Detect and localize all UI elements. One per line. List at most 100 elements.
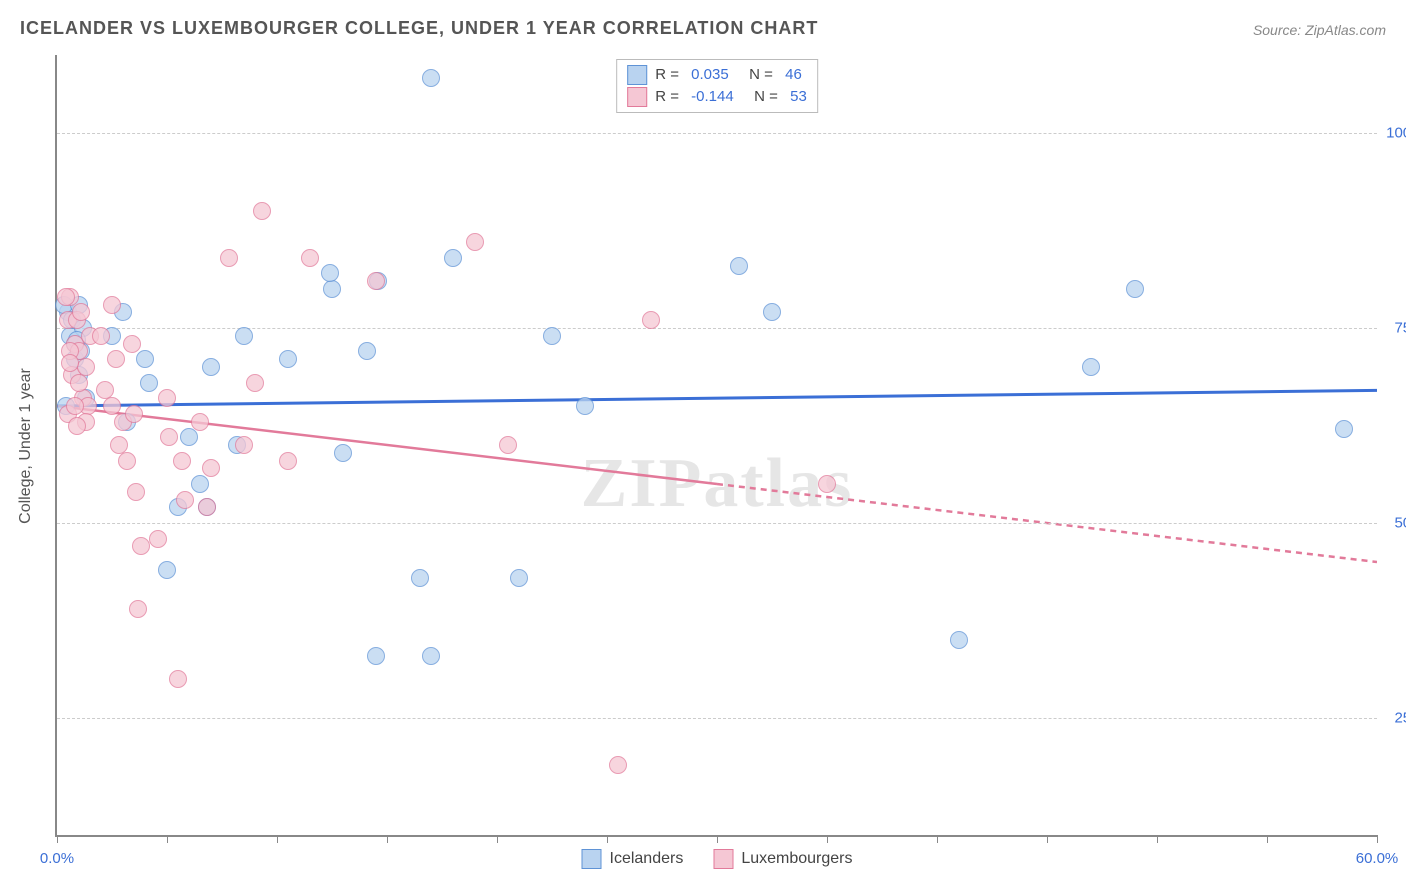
data-point-luxembourgers bbox=[202, 459, 220, 477]
data-point-icelanders bbox=[202, 358, 220, 376]
data-point-luxembourgers bbox=[123, 335, 141, 353]
data-point-luxembourgers bbox=[642, 311, 660, 329]
legend-item-icelanders: Icelanders bbox=[582, 849, 684, 869]
x-tick bbox=[57, 835, 58, 843]
gridline bbox=[57, 523, 1377, 524]
data-point-luxembourgers bbox=[149, 530, 167, 548]
legend-swatch bbox=[627, 87, 647, 107]
r-value: -0.144 bbox=[691, 86, 734, 108]
x-tick bbox=[277, 835, 278, 843]
data-point-luxembourgers bbox=[129, 600, 147, 618]
n-value: 53 bbox=[790, 86, 807, 108]
data-point-icelanders bbox=[323, 280, 341, 298]
data-point-luxembourgers bbox=[61, 354, 79, 372]
trendline-luxembourgers bbox=[57, 406, 717, 484]
data-point-icelanders bbox=[1082, 358, 1100, 376]
data-point-luxembourgers bbox=[169, 670, 187, 688]
trendline-icelanders bbox=[57, 390, 1377, 406]
data-point-icelanders bbox=[950, 631, 968, 649]
data-point-icelanders bbox=[411, 569, 429, 587]
x-tick bbox=[607, 835, 608, 843]
y-tick-label: 100.0% bbox=[1382, 125, 1406, 142]
x-tick bbox=[1377, 835, 1378, 843]
data-point-luxembourgers bbox=[107, 350, 125, 368]
stats-row-icelanders: R = 0.035 N = 46 bbox=[627, 64, 807, 86]
data-point-icelanders bbox=[367, 647, 385, 665]
data-point-luxembourgers bbox=[176, 491, 194, 509]
series-legend: Icelanders Luxembourgers bbox=[582, 849, 853, 869]
data-point-luxembourgers bbox=[279, 452, 297, 470]
y-tick-label: 75.0% bbox=[1382, 320, 1406, 337]
data-point-luxembourgers bbox=[191, 413, 209, 431]
data-point-luxembourgers bbox=[367, 272, 385, 290]
data-point-luxembourgers bbox=[70, 374, 88, 392]
data-point-luxembourgers bbox=[68, 417, 86, 435]
n-value: 46 bbox=[785, 64, 802, 86]
data-point-luxembourgers bbox=[198, 498, 216, 516]
data-point-icelanders bbox=[444, 249, 462, 267]
data-point-icelanders bbox=[191, 475, 209, 493]
data-point-icelanders bbox=[1335, 420, 1353, 438]
data-point-luxembourgers bbox=[220, 249, 238, 267]
r-label: R = bbox=[655, 64, 683, 86]
chart-title: ICELANDER VS LUXEMBOURGER COLLEGE, UNDER… bbox=[20, 18, 818, 39]
data-point-luxembourgers bbox=[72, 303, 90, 321]
data-point-icelanders bbox=[140, 374, 158, 392]
data-point-luxembourgers bbox=[301, 249, 319, 267]
data-point-icelanders bbox=[576, 397, 594, 415]
x-tick bbox=[937, 835, 938, 843]
data-point-icelanders bbox=[158, 561, 176, 579]
x-tick bbox=[167, 835, 168, 843]
data-point-luxembourgers bbox=[125, 405, 143, 423]
data-point-icelanders bbox=[136, 350, 154, 368]
gridline bbox=[57, 718, 1377, 719]
data-point-icelanders bbox=[235, 327, 253, 345]
gridline bbox=[57, 328, 1377, 329]
data-point-luxembourgers bbox=[103, 397, 121, 415]
data-point-icelanders bbox=[763, 303, 781, 321]
scatter-plot: ZIPatlas R = 0.035 N = 46R = -0.144 N = … bbox=[55, 55, 1377, 837]
data-point-icelanders bbox=[422, 69, 440, 87]
n-label: N = bbox=[737, 64, 777, 86]
x-tick bbox=[717, 835, 718, 843]
data-point-luxembourgers bbox=[818, 475, 836, 493]
legend-swatch bbox=[713, 849, 733, 869]
x-tick bbox=[387, 835, 388, 843]
legend-label: Icelanders bbox=[610, 850, 684, 868]
data-point-luxembourgers bbox=[103, 296, 121, 314]
legend-swatch bbox=[582, 849, 602, 869]
data-point-icelanders bbox=[321, 264, 339, 282]
data-point-luxembourgers bbox=[246, 374, 264, 392]
r-value: 0.035 bbox=[691, 64, 729, 86]
data-point-icelanders bbox=[422, 647, 440, 665]
data-point-luxembourgers bbox=[66, 397, 84, 415]
data-point-luxembourgers bbox=[235, 436, 253, 454]
stats-row-luxembourgers: R = -0.144 N = 53 bbox=[627, 86, 807, 108]
y-tick-label: 50.0% bbox=[1382, 515, 1406, 532]
legend-label: Luxembourgers bbox=[741, 850, 852, 868]
data-point-icelanders bbox=[543, 327, 561, 345]
data-point-luxembourgers bbox=[160, 428, 178, 446]
stats-legend: R = 0.035 N = 46R = -0.144 N = 53 bbox=[616, 59, 818, 113]
data-point-luxembourgers bbox=[57, 288, 75, 306]
data-point-icelanders bbox=[180, 428, 198, 446]
data-point-icelanders bbox=[510, 569, 528, 587]
x-tick bbox=[1267, 835, 1268, 843]
data-point-luxembourgers bbox=[118, 452, 136, 470]
data-point-icelanders bbox=[334, 444, 352, 462]
data-point-luxembourgers bbox=[158, 389, 176, 407]
x-tick bbox=[1157, 835, 1158, 843]
data-point-luxembourgers bbox=[96, 381, 114, 399]
x-tick bbox=[1047, 835, 1048, 843]
data-point-luxembourgers bbox=[609, 756, 627, 774]
data-point-icelanders bbox=[358, 342, 376, 360]
data-point-luxembourgers bbox=[466, 233, 484, 251]
y-axis-title: College, Under 1 year bbox=[17, 368, 35, 524]
data-point-luxembourgers bbox=[253, 202, 271, 220]
x-tick bbox=[497, 835, 498, 843]
x-tick bbox=[827, 835, 828, 843]
data-point-luxembourgers bbox=[92, 327, 110, 345]
data-point-icelanders bbox=[279, 350, 297, 368]
watermark: ZIPatlas bbox=[581, 444, 854, 524]
n-label: N = bbox=[742, 86, 782, 108]
